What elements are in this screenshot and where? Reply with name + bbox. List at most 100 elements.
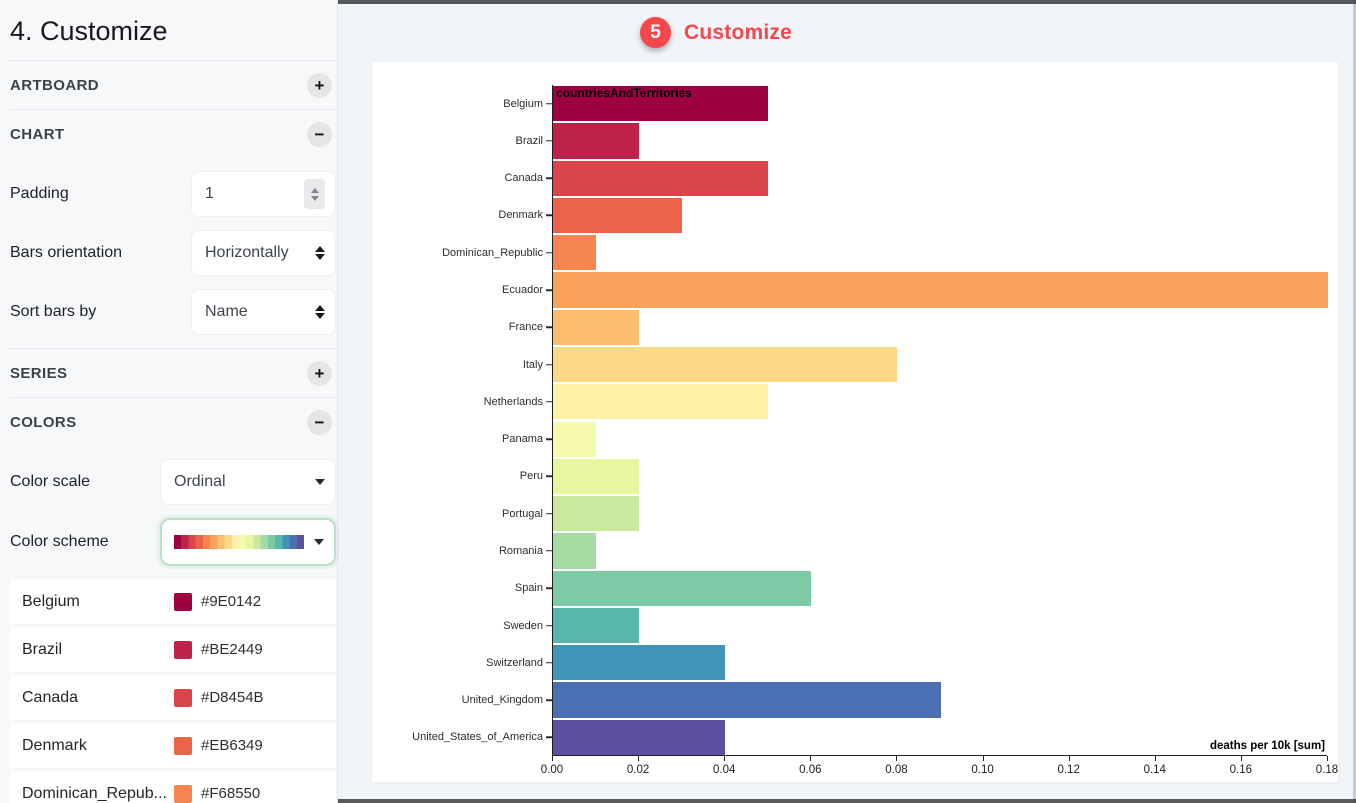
section-chart-label: CHART — [10, 125, 65, 143]
x-tick — [896, 756, 898, 761]
color-chip[interactable] — [174, 592, 192, 611]
colors-collapse-button[interactable]: − — [307, 409, 332, 435]
bar-row: Netherlands — [484, 384, 1327, 420]
x-tick — [1327, 756, 1328, 761]
chart-collapse-button[interactable]: − — [307, 121, 332, 147]
color-assignment-row[interactable]: Brazil #BE2449 — [10, 627, 336, 672]
section-artboard: ARTBOARD + — [10, 61, 332, 109]
sort-bars-select[interactable]: Name — [191, 289, 336, 335]
y-tick-label: Portugal — [502, 507, 543, 520]
section-series-label: SERIES — [10, 364, 68, 382]
color-assignment-name: Canada — [22, 688, 79, 706]
stepper-down-icon[interactable] — [310, 195, 319, 201]
color-assignment-name: Denmark — [22, 736, 87, 754]
sort-bars-label: Sort bars by — [10, 303, 97, 320]
x-axis-label: deaths per 10k [sum] — [1209, 740, 1325, 752]
color-hex-value: #EB6349 — [201, 737, 263, 754]
chart-bar-Netherlands — [553, 384, 769, 420]
color-assignment-row[interactable]: Canada #D8454B — [10, 675, 336, 720]
stepper-up-icon[interactable] — [310, 187, 319, 193]
section-colors: COLORS − — [10, 398, 332, 446]
color-scale-label: Color scale — [10, 473, 91, 490]
y-tick-label: Canada — [504, 172, 543, 185]
chevron-down-icon — [315, 479, 325, 485]
color-chip[interactable] — [174, 640, 192, 659]
color-assignment-row[interactable]: Denmark #EB6349 — [10, 723, 336, 768]
series-expand-button[interactable]: + — [307, 360, 332, 386]
bar-chart-plot: countriesAndTerritories deaths per 10k [… — [412, 85, 1338, 776]
y-tick-label: Dominican_Republic — [442, 246, 543, 259]
chart-bar-Italy — [553, 346, 898, 383]
bar-row: Panama — [502, 421, 1327, 457]
x-tick — [552, 756, 553, 761]
divider — [10, 60, 336, 61]
bar-row: United_States_of_America — [412, 719, 1327, 755]
bars-orientation-value: Horizontally — [205, 244, 289, 261]
bar-row: Romania — [499, 533, 1327, 569]
x-tick — [810, 756, 812, 761]
bar-row: United_Kingdom — [462, 682, 1327, 718]
x-axis: 0.00 0.02 0.04 0.06 0.08 0.10 0.12 0.14 0.16 0.18 — [541, 756, 1338, 786]
chart-bar-France — [553, 309, 640, 345]
x-tick — [982, 756, 984, 761]
sort-arrows-icon — [315, 246, 325, 260]
chart-bar-Switzerland — [553, 645, 726, 681]
divider — [10, 397, 336, 398]
color-scale-value: Ordinal — [174, 473, 226, 490]
chart-bar-United_States_of_America — [553, 719, 726, 755]
step-number-badge: 5 — [640, 17, 671, 48]
section-artboard-label: ARTBOARD — [10, 76, 100, 94]
color-chip[interactable] — [174, 736, 192, 755]
chart-bar-Peru — [553, 458, 640, 495]
chart-bar-Romania — [553, 533, 597, 569]
step-label: Customize — [684, 20, 792, 44]
y-tick — [546, 438, 552, 440]
y-tick — [546, 624, 552, 627]
y-tick — [546, 512, 552, 515]
y-tick — [546, 699, 552, 701]
color-assignment-row[interactable]: Dominican_Repub... #F68550 — [10, 771, 336, 803]
x-tick-label: 0.00 — [540, 764, 564, 776]
chart-canvas: countriesAndTerritories deaths per 10k [… — [372, 62, 1338, 782]
color-hex-value: #D8454B — [201, 689, 264, 706]
bars-orientation-select[interactable]: Horizontally — [191, 230, 336, 276]
chart-bar-Belgium — [553, 86, 769, 122]
y-tick — [546, 177, 552, 179]
bar-row: Ecuador — [502, 272, 1328, 308]
y-tick — [546, 550, 552, 552]
y-tick — [546, 289, 552, 291]
x-tick-label: 0.08 — [885, 764, 908, 776]
padding-stepper[interactable] — [304, 179, 325, 209]
bar-row: Peru — [520, 458, 1327, 495]
y-tick — [546, 363, 552, 366]
bars-area: deaths per 10k [sum] Belgium Brazil Canada… — [412, 85, 1328, 756]
padding-input[interactable] — [205, 185, 275, 203]
x-tick — [724, 756, 726, 761]
bar-row: Switzerland — [486, 645, 1327, 681]
color-assignment-row[interactable]: Belgium #9E0142 — [10, 579, 336, 624]
y-tick-label: Belgium — [503, 97, 543, 110]
chart-title: countriesAndTerritories — [556, 86, 692, 100]
y-tick-label: Brazil — [515, 134, 543, 147]
x-tick-label: 0.16 — [1229, 764, 1253, 776]
divider — [10, 109, 336, 110]
bar-row: Canada — [504, 160, 1327, 196]
y-tick-label: Italy — [522, 358, 543, 371]
color-assignment-name: Dominican_Repub... — [22, 784, 167, 802]
color-chip[interactable] — [174, 784, 192, 803]
artboard-expand-button[interactable]: + — [307, 72, 332, 98]
color-chip[interactable] — [174, 688, 192, 707]
y-tick-label: Panama — [502, 433, 543, 446]
bar-row: France — [509, 309, 1327, 345]
color-scale-select[interactable]: Ordinal — [160, 459, 336, 505]
chart-bar-United_Kingdom — [553, 682, 941, 718]
sort-bars-value: Name — [205, 303, 248, 320]
x-tick-label: 0.12 — [1057, 764, 1080, 776]
bar-row: Denmark — [498, 197, 1327, 234]
y-tick — [546, 251, 552, 254]
color-hex-value: #BE2449 — [201, 641, 263, 658]
color-scheme-select[interactable] — [160, 518, 336, 566]
padding-input-box — [191, 171, 336, 217]
bar-row: Brazil — [515, 123, 1327, 159]
y-tick — [546, 102, 552, 105]
